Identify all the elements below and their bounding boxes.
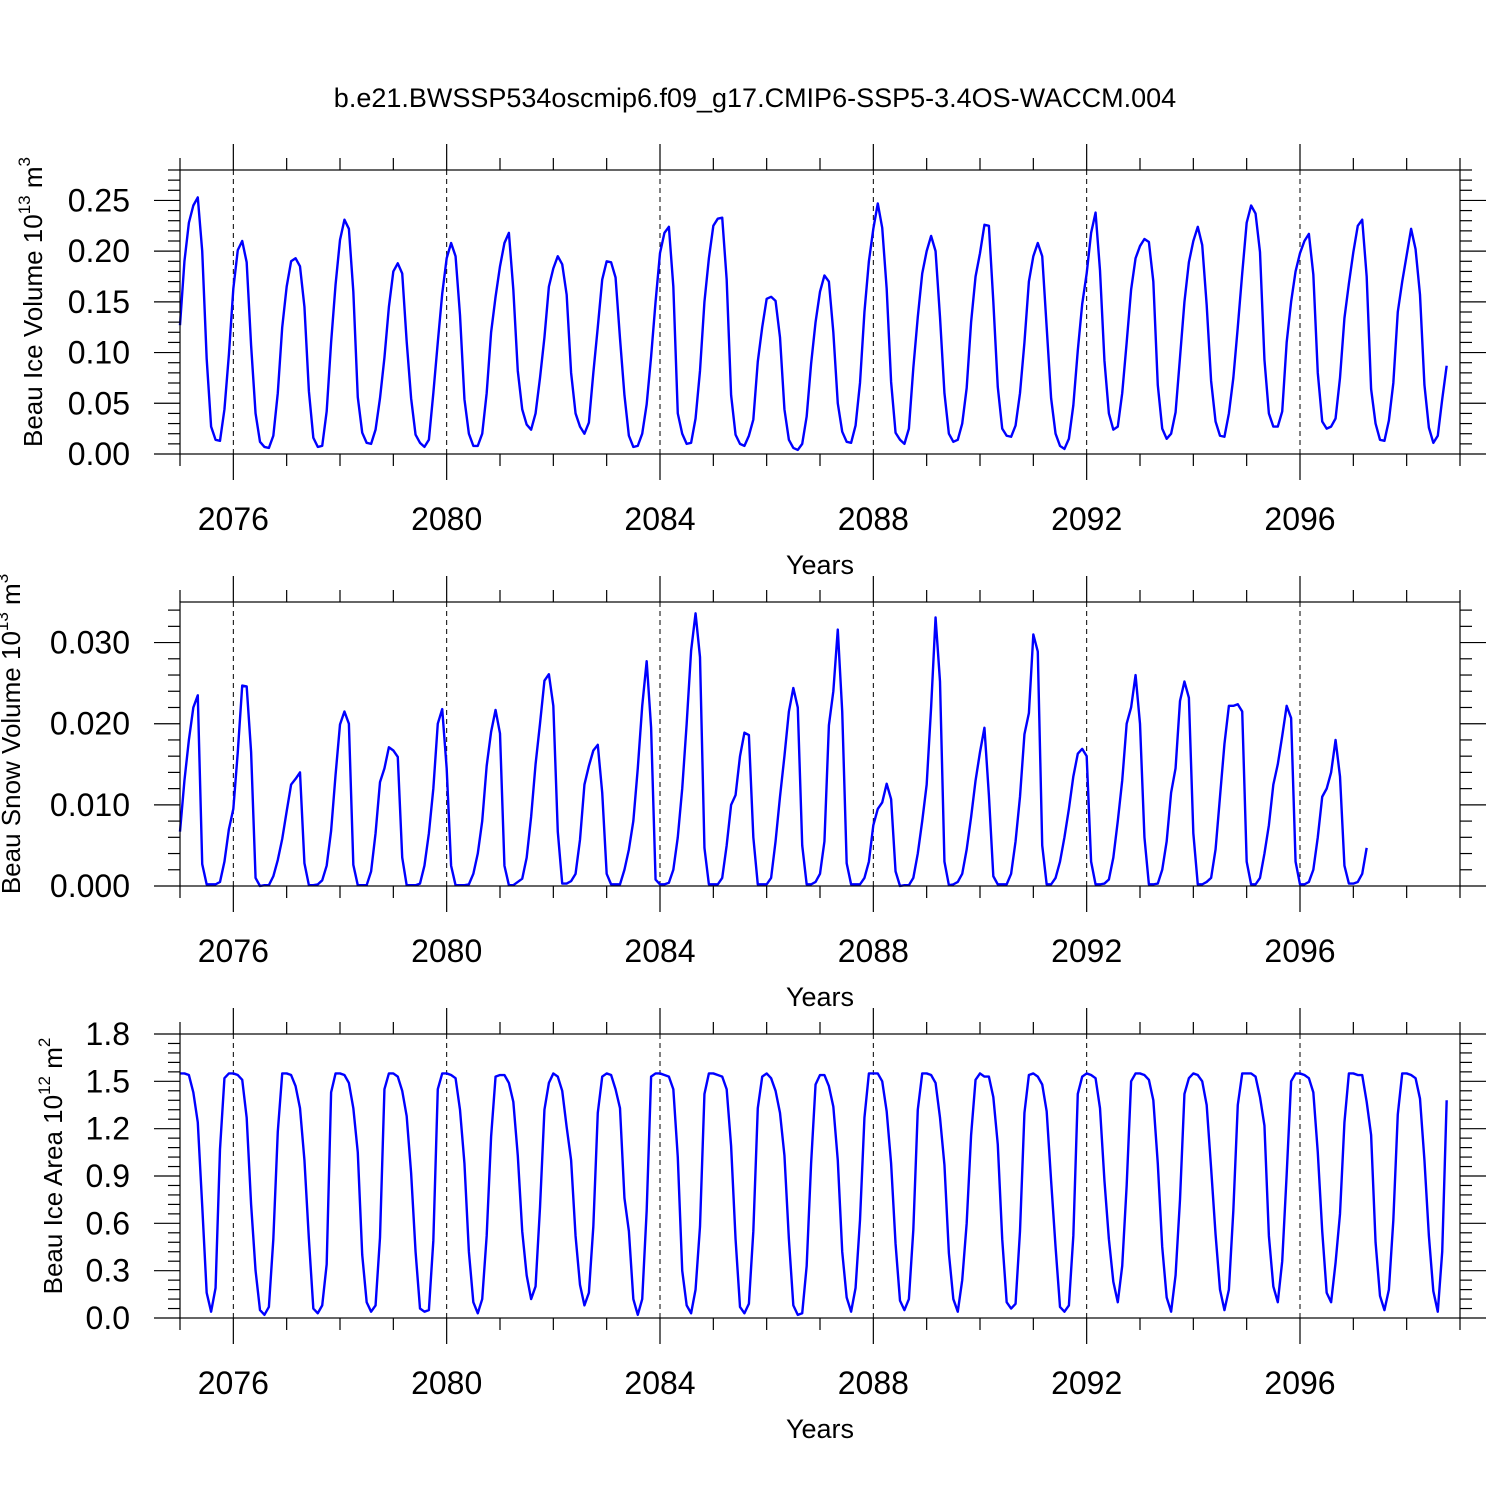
x-tick-label: 2076 [198,933,269,969]
x-tick-label: 2088 [838,501,909,537]
x-tick-label: 2096 [1264,933,1335,969]
y-axis-label-unit: m [0,583,26,612]
y-axis-label-unit-exponent: 3 [0,574,12,583]
panel-3: 2076 2080 2084 2088 2092 2096 0.0 0.3 0.6 0.9 1.2 1… [35,1008,1486,1444]
y-axis-label-unit-exponent: 2 [35,1038,54,1047]
y-axis-label: Beau Ice Area 1012 m2 [35,1038,68,1295]
y-tick-label: 0.6 [86,1205,130,1241]
y-axis-label-exponent: 13 [15,195,34,214]
x-axis-label: Years [786,982,854,1012]
y-tick-label: 1.5 [86,1063,130,1099]
series-line [178,612,1368,888]
panel-2: 2076 2080 2084 2088 2092 2096 0.000 0.010 0.020 0… [0,574,1486,1012]
x-tick-label: 2096 [1264,1365,1335,1401]
x-tick-label: 2088 [838,933,909,969]
x-tick-label: 2080 [411,1365,482,1401]
x-tick-label: 2092 [1051,501,1122,537]
series-line [178,196,1448,452]
plot-frame [179,601,1461,887]
y-tick-label: 0.030 [50,625,130,661]
x-tick-label: 2076 [198,1365,269,1401]
x-tick-label: 2084 [624,1365,695,1401]
y-tick-label: 0.15 [68,284,130,320]
y-tick-label: 0.20 [68,233,130,269]
x-tick-label: 2084 [624,933,695,969]
x-axis-label: Years [786,550,854,580]
y-axis-label-exponent: 12 [35,1076,54,1095]
y-tick-label: 0.00 [68,436,130,472]
x-tick-label: 2088 [838,1365,909,1401]
y-tick-label: 1.2 [86,1111,130,1147]
x-tick-label: 2092 [1051,1365,1122,1401]
x-tick-label: 2080 [411,501,482,537]
y-tick-label: 0.10 [68,335,130,371]
y-tick-label: 0.0 [86,1300,130,1336]
x-tick-label: 2076 [198,501,269,537]
x-tick-label: 2080 [411,933,482,969]
y-tick-label: 0.3 [86,1253,130,1289]
y-tick-label: 0.020 [50,706,130,742]
panels: 2076 2080 2084 2088 2092 2096 0.00 0.05 0.10 0.15… [0,144,1486,1444]
figure-title: b.e21.BWSSP534oscmip6.f09_g17.CMIP6-SSP5… [334,83,1176,113]
y-axis-label: Beau Ice Volume 1013 m3 [15,157,48,447]
y-axis-label-main: Beau Ice Area 10 [38,1095,68,1294]
y-axis-label-main: Beau Snow Volume 10 [0,631,26,894]
y-tick-label: 0.9 [86,1158,130,1194]
y-tick-label: 1.8 [86,1016,130,1052]
y-tick-label: 0.010 [50,787,130,823]
y-tick-label: 0.000 [50,868,130,904]
x-tick-label: 2096 [1264,501,1335,537]
y-axis-label: Beau Snow Volume 1013 m3 [0,574,26,894]
y-tick-label: 0.05 [68,385,130,421]
y-tick-label: 0.25 [68,182,130,218]
y-axis-label-unit: m [18,166,48,195]
y-axis-label-exponent: 13 [0,612,12,631]
y-axis-label-unit-exponent: 3 [15,157,34,166]
x-tick-label: 2092 [1051,933,1122,969]
y-axis-label-main: Beau Ice Volume 10 [18,214,48,447]
y-axis-label-unit: m [38,1047,68,1076]
series-line [180,1072,1448,1317]
x-axis-label: Years [786,1414,854,1444]
x-tick-label: 2084 [624,501,695,537]
panel-1: 2076 2080 2084 2088 2092 2096 0.00 0.05 0.10 0.15… [15,144,1486,580]
